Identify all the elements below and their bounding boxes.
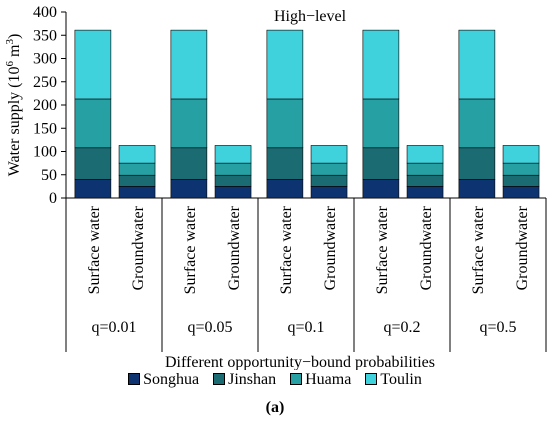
legend-label-songhua: Songhua	[143, 371, 200, 388]
y-tick-label: 250	[33, 74, 57, 91]
x-axis-title: Different opportunity−bound probabilitie…	[165, 354, 435, 370]
bar-segment-toulin	[406, 145, 444, 164]
bar-segment-huama	[406, 162, 444, 176]
group-label: q=0.05	[187, 319, 232, 336]
bar-segment-huama	[362, 98, 400, 149]
legend-label-huama: Huama	[305, 371, 352, 388]
bar-segment-jinshan	[214, 174, 252, 187]
y-axis-title: Water supply (106 m3)	[4, 34, 23, 177]
bar-segment-toulin	[74, 29, 112, 100]
bar-segment-jinshan	[406, 174, 444, 187]
bar-segment-songhua	[406, 186, 444, 199]
category-label: Surface water	[374, 205, 391, 294]
bar-segment-huama	[74, 98, 112, 149]
bar-segment-toulin	[118, 145, 156, 164]
bar-segment-huama	[502, 162, 540, 176]
bar-segment-huama	[118, 162, 156, 176]
group-label: q=0.1	[287, 319, 324, 336]
legend-item-songhua: Songhua	[128, 371, 199, 389]
bar-segment-toulin	[502, 145, 540, 164]
bar-segment-toulin	[170, 29, 208, 100]
bar-segment-songhua	[170, 179, 208, 199]
bar-segment-songhua	[118, 186, 156, 199]
legend-swatch-toulin	[365, 373, 378, 385]
group-label: q=0.2	[383, 319, 420, 336]
bar-segment-songhua	[266, 179, 304, 199]
category-label: Groundwater	[130, 205, 147, 290]
bar-segment-songhua	[458, 179, 496, 199]
figure-caption: (a)	[265, 399, 285, 416]
group-label: q=0.5	[479, 319, 516, 336]
y-tick-label: 100	[33, 144, 57, 161]
category-label: Surface water	[182, 205, 199, 294]
bar-segment-jinshan	[502, 174, 540, 187]
bar-segment-toulin	[362, 29, 400, 100]
bar-segment-jinshan	[118, 174, 156, 187]
category-label: Surface water	[470, 205, 487, 294]
legend-item-jinshan: Jinshan	[213, 371, 276, 389]
bar-segment-jinshan	[310, 174, 348, 187]
y-tick-label: 350	[33, 27, 57, 44]
y-tick-label: 200	[33, 97, 57, 114]
bar-segment-jinshan	[362, 147, 400, 180]
category-label: Groundwater	[514, 205, 531, 290]
bar-segment-huama	[266, 98, 304, 149]
y-tick-label: 150	[33, 120, 57, 137]
legend-swatch-jinshan	[213, 373, 226, 385]
bar-segment-toulin	[458, 29, 496, 100]
bar-segment-jinshan	[266, 147, 304, 180]
bar-segment-songhua	[502, 186, 540, 199]
bar-segment-jinshan	[74, 147, 112, 180]
bar-segment-jinshan	[458, 147, 496, 180]
bar-segment-songhua	[310, 186, 348, 199]
legend-label-toulin: Toulin	[380, 371, 422, 388]
y-tick-label: 400	[33, 4, 57, 21]
bar-segment-jinshan	[170, 147, 208, 180]
legend-item-toulin: Toulin	[365, 371, 422, 389]
stacked-bar-chart: 0 50 100 150 200 250 300 350 400 Water supply (10…	[4, 4, 547, 370]
y-tick-label: 50	[41, 167, 57, 184]
category-label: Surface water	[86, 205, 103, 294]
bar-segment-huama	[458, 98, 496, 149]
y-tick-label: 0	[49, 190, 57, 207]
bar-segment-huama	[310, 162, 348, 176]
bar-segment-huama	[170, 98, 208, 149]
legend-item-huama: Huama	[290, 371, 351, 389]
bar-segment-songhua	[214, 186, 252, 199]
category-label: Groundwater	[418, 205, 435, 290]
group-label: q=0.01	[91, 319, 136, 336]
legend-label-jinshan: Jinshan	[228, 371, 277, 388]
bar-segment-huama	[214, 162, 252, 176]
bar-segment-toulin	[310, 145, 348, 164]
bar-segment-songhua	[362, 179, 400, 199]
bar-segment-toulin	[266, 29, 304, 100]
category-label: Groundwater	[322, 205, 339, 290]
category-label: Surface water	[278, 205, 295, 294]
y-tick-label: 300	[33, 51, 57, 68]
legend-swatch-songhua	[128, 373, 141, 385]
legend: Songhua Jinshan Huama Toulin	[0, 371, 550, 389]
bar-segment-songhua	[74, 179, 112, 199]
legend-swatch-huama	[290, 373, 303, 385]
category-label: Groundwater	[226, 205, 243, 290]
chart-title: High−level	[274, 8, 347, 25]
bar-segment-toulin	[214, 145, 252, 164]
